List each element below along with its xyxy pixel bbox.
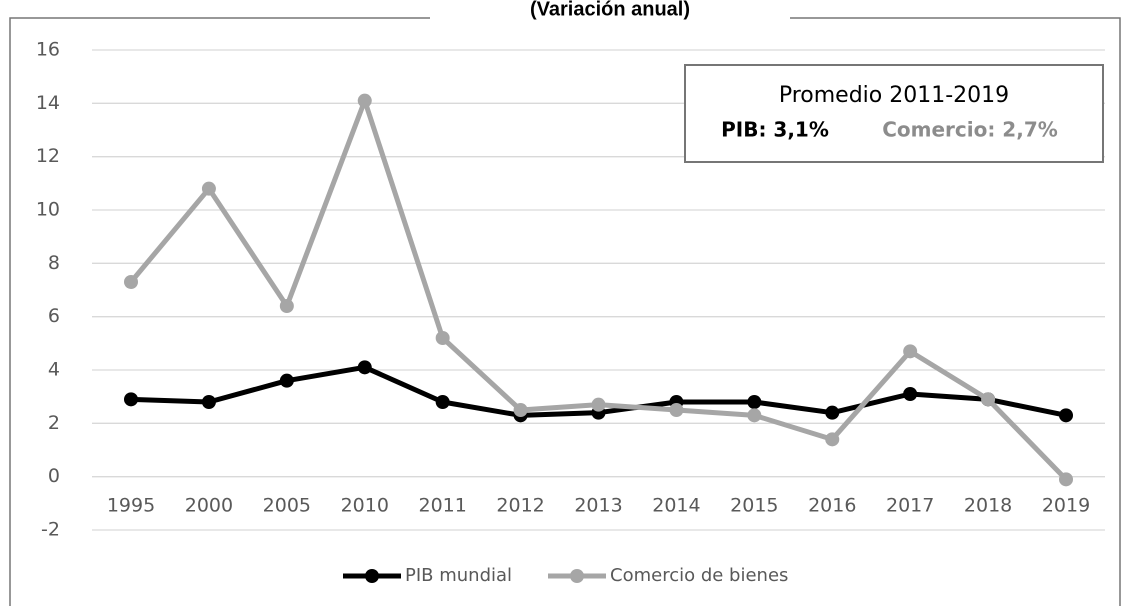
y-tick-label: 12: [36, 145, 60, 167]
y-tick-label: 0: [48, 465, 60, 487]
data-point: [825, 432, 840, 447]
chart-title: (Variación anual): [530, 0, 690, 20]
data-point: [669, 403, 684, 417]
legend-label: PIB mundial: [405, 565, 512, 586]
x-tick-label: 2011: [418, 495, 466, 517]
data-point: [825, 405, 840, 420]
data-point: [124, 275, 138, 289]
y-tick-label: 10: [36, 199, 60, 221]
x-tick-label: 2013: [574, 495, 622, 517]
data-point: [591, 397, 606, 412]
legend-label: Comercio de bienes: [610, 565, 788, 586]
data-point: [279, 373, 294, 388]
x-tick-label: 2012: [496, 495, 544, 517]
annotation-item: Comercio: 2,7%: [882, 118, 1058, 142]
data-point: [747, 395, 762, 409]
data-point: [201, 181, 216, 196]
title-backdrop: [430, 0, 790, 30]
y-tick-label: 8: [48, 252, 60, 274]
legend-marker: [365, 569, 379, 583]
x-tick-label: 2015: [730, 495, 778, 517]
data-point: [981, 392, 996, 407]
data-point: [124, 392, 138, 407]
x-tick-label: 2018: [964, 495, 1012, 517]
x-tick-label: 2000: [185, 495, 233, 517]
data-point: [435, 331, 450, 345]
data-point: [279, 299, 294, 313]
annotation-item: PIB: 3,1%: [721, 118, 829, 142]
y-tick-label: 16: [36, 39, 60, 61]
y-tick-label: -2: [41, 519, 60, 541]
data-point: [1059, 472, 1073, 487]
annotation-title: Promedio 2011-2019: [779, 83, 1009, 108]
data-point: [357, 360, 372, 375]
annotation-box: [684, 64, 1104, 163]
data-point: [903, 344, 918, 359]
data-point: [435, 395, 450, 409]
legend-marker: [570, 569, 584, 583]
x-tick-label: 2017: [886, 495, 934, 517]
data-point: [201, 395, 216, 409]
data-point: [357, 93, 372, 108]
data-point: [513, 403, 528, 417]
y-tick-label: 6: [48, 305, 60, 327]
x-tick-label: 2016: [808, 495, 856, 517]
x-tick-label: 1995: [107, 495, 155, 517]
data-point: [747, 408, 762, 423]
x-tick-label: 2014: [652, 495, 700, 517]
y-tick-label: 4: [48, 359, 60, 381]
data-point: [903, 387, 918, 401]
x-tick-label: 2005: [263, 495, 311, 517]
x-tick-label: 2010: [341, 495, 389, 517]
data-point: [1059, 408, 1073, 423]
x-tick-label: 2019: [1042, 495, 1090, 517]
y-tick-label: 14: [36, 92, 60, 114]
y-tick-label: 2: [48, 412, 60, 434]
